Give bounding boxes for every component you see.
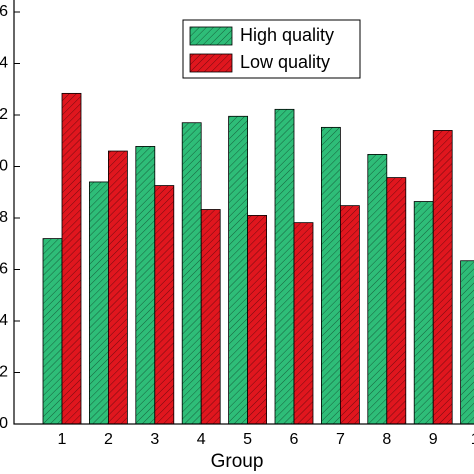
y-tick-label: 1.2 — [0, 106, 8, 123]
bar-hatch — [386, 177, 406, 424]
plot-frame — [13, 0, 474, 425]
bar-hatch — [433, 130, 453, 424]
bar — [181, 122, 202, 425]
bar-hatch — [89, 181, 109, 424]
legend-label: High quality — [240, 25, 334, 45]
bar — [89, 181, 109, 425]
bar — [274, 108, 295, 425]
bar-hatch — [340, 205, 360, 424]
bar — [293, 222, 314, 425]
bar — [108, 150, 128, 425]
y-tick-label: 0.2 — [0, 364, 8, 381]
bar-hatch — [294, 222, 313, 424]
bar-hatch — [154, 185, 174, 424]
bar-hatch — [367, 154, 387, 424]
x-axis-label: Group — [211, 451, 264, 472]
legend-label: Low quality — [240, 52, 330, 72]
bar — [432, 130, 453, 425]
bar-hatch — [414, 201, 434, 424]
x-tick-label: 5 — [243, 431, 252, 448]
y-tick-label: 1.0 — [0, 158, 8, 175]
y-tick-label: 0.0 — [0, 415, 8, 432]
bar-hatch — [62, 93, 81, 425]
y-tick-label: 0.4 — [0, 312, 8, 329]
x-tick-label: 7 — [336, 431, 345, 448]
x-tick-label: 3 — [150, 431, 159, 448]
legend-hatch — [190, 54, 232, 72]
x-tick-label: 10 — [471, 431, 474, 448]
x-tick-label: 6 — [290, 431, 299, 448]
x-tick-label: 4 — [197, 431, 206, 448]
bar — [367, 153, 388, 425]
y-tick-label: 0.6 — [0, 261, 8, 278]
bar — [247, 215, 268, 425]
bar-hatch — [228, 116, 248, 424]
bar — [320, 126, 341, 425]
bar-hatch — [275, 109, 294, 425]
y-tick-label: 0.8 — [0, 209, 8, 226]
bar — [339, 205, 360, 425]
legend-hatch — [190, 27, 232, 45]
bar — [42, 238, 63, 425]
x-tick-label: 9 — [429, 431, 438, 448]
x-tick-label: 8 — [382, 431, 391, 448]
bar-hatch — [182, 122, 202, 424]
bar-hatch — [460, 260, 474, 424]
bar — [135, 146, 156, 425]
y-tick-label: 1.4 — [0, 55, 8, 72]
bar-hatch — [108, 151, 128, 425]
x-tick-label: 2 — [104, 431, 113, 448]
bar — [413, 201, 434, 425]
bar-hatch — [247, 215, 267, 424]
bar-hatch — [321, 127, 341, 425]
bar-hatch — [201, 209, 221, 424]
y-tick-label: 1.6 — [0, 3, 8, 20]
x-tick-label: 1 — [58, 431, 67, 448]
bar — [61, 92, 82, 425]
bar — [200, 209, 221, 425]
bar-hatch — [43, 238, 62, 424]
bar — [228, 115, 249, 425]
bar-hatch — [135, 146, 155, 425]
bar — [460, 260, 474, 425]
bar — [154, 185, 175, 425]
bar — [386, 177, 407, 425]
